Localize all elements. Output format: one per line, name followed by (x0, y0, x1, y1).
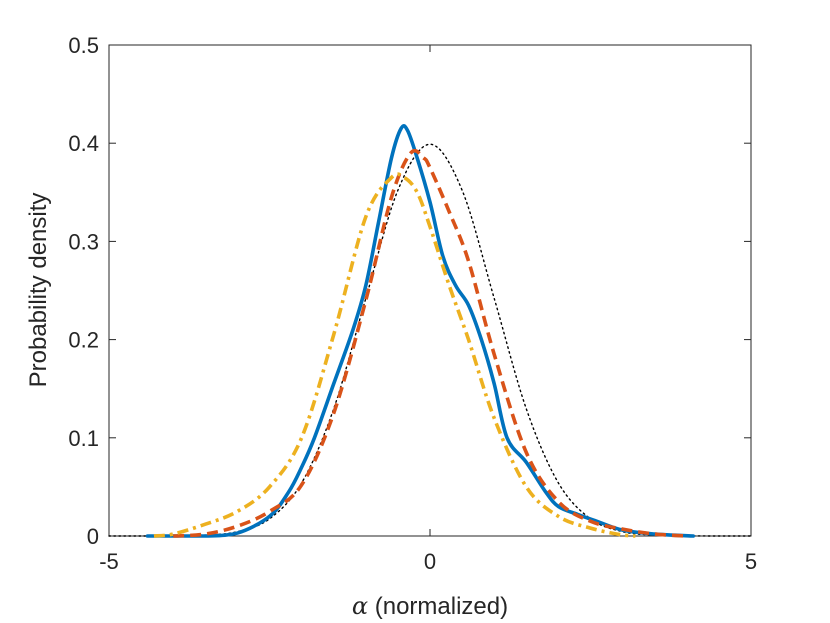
series-line-dashed (173, 148, 687, 538)
x-axis-ticks: -5 0 5 (99, 45, 757, 574)
x-axis-label-symbol: α (352, 592, 368, 620)
y-tick-label: 0.4 (68, 131, 99, 156)
y-tick-label: 0 (87, 524, 99, 549)
series-line-dashdot (153, 172, 636, 538)
y-tick-label: 0.3 (68, 229, 99, 254)
series-lines (108, 124, 752, 538)
y-tick-label: 0.1 (68, 426, 99, 451)
y-axis-label: Probability density (25, 193, 52, 388)
x-tick-label: 0 (424, 549, 436, 574)
x-axis-label: α (normalized) (352, 592, 508, 620)
x-axis-label-text: (normalized) (368, 593, 508, 620)
x-tick-label: -5 (99, 549, 119, 574)
x-tick-label: 5 (745, 549, 757, 574)
y-tick-label: 0.5 (68, 33, 99, 58)
y-tick-label: 0.2 (68, 328, 99, 353)
series-line-solid (145, 124, 696, 538)
